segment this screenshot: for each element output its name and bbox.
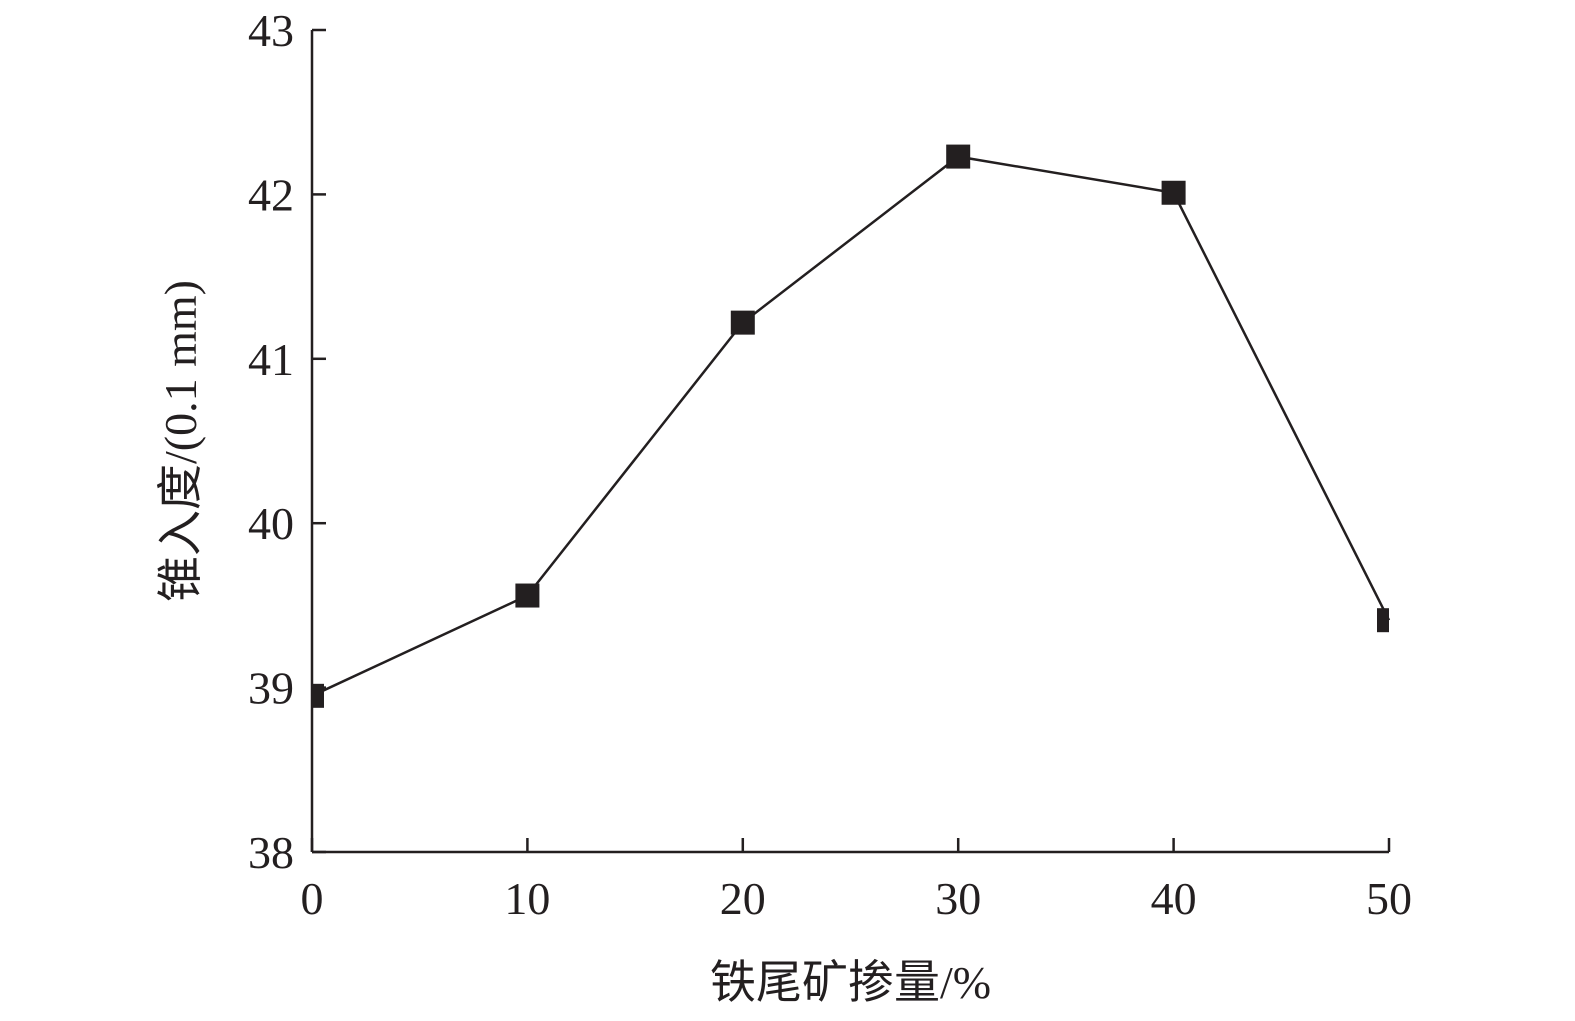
y-tick-label: 38 xyxy=(248,827,294,878)
x-tick-label: 30 xyxy=(935,873,981,924)
y-tick-label: 40 xyxy=(248,498,294,549)
data-point xyxy=(730,310,755,335)
y-axis-title: 锥入度/(0.1 mm) xyxy=(155,280,206,602)
data-point xyxy=(515,583,540,608)
x-axis-title: 铁尾矿掺量/% xyxy=(710,957,991,1008)
series xyxy=(311,144,1391,708)
y-tick-label: 43 xyxy=(248,5,294,56)
x-tick-label: 50 xyxy=(1366,873,1412,924)
y-ticks: 38 39 40 41 42 43 xyxy=(248,5,326,878)
data-point xyxy=(1161,180,1186,205)
y-tick-label: 41 xyxy=(248,334,294,385)
x-tick-label: 40 xyxy=(1151,873,1197,924)
data-point xyxy=(1377,608,1389,633)
data-point xyxy=(946,144,971,169)
y-tick-label: 42 xyxy=(248,169,294,220)
x-ticks: 0 10 20 30 40 50 xyxy=(301,838,1412,924)
x-tick-label: 10 xyxy=(504,873,550,924)
data-point xyxy=(312,683,324,708)
series-line xyxy=(311,155,1391,697)
x-tick-label: 0 xyxy=(301,873,324,924)
x-tick-label: 20 xyxy=(720,873,766,924)
y-tick-label: 39 xyxy=(248,663,294,714)
axes xyxy=(310,30,1389,854)
